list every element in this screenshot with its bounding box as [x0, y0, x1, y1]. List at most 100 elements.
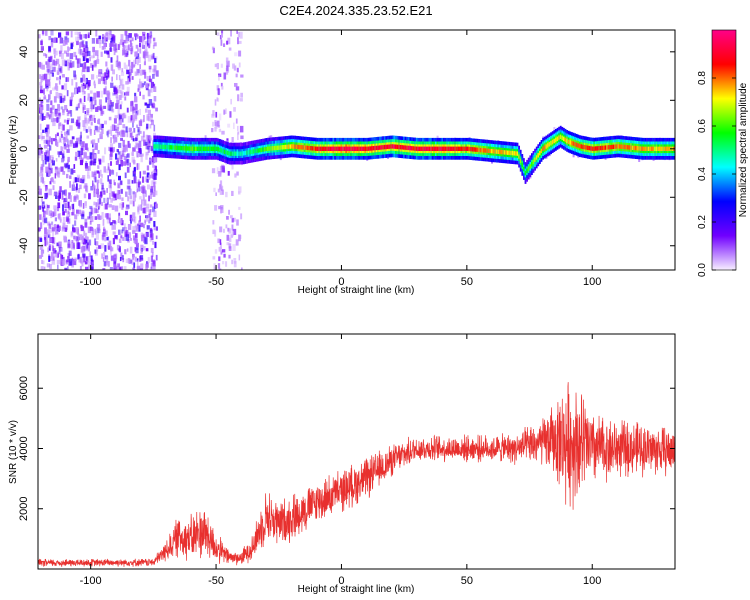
- spectrogram-cell: [115, 60, 119, 67]
- spectrogram-cell: [559, 134, 562, 139]
- spectrogram-cell: [267, 146, 269, 151]
- spectrogram-cell: [76, 177, 80, 183]
- spectrogram-cell: [113, 264, 117, 270]
- spectrogram-cell: [420, 146, 423, 151]
- spectrogram-cell: [98, 215, 102, 220]
- spectrogram-cell: [138, 147, 142, 153]
- spectrogram-cell: [117, 66, 121, 71]
- spectrogram-cell: [63, 50, 67, 54]
- spectrogram-cell: [74, 76, 77, 80]
- spectrogram-cell: [219, 189, 223, 195]
- spectrogram-cell: [39, 172, 42, 177]
- spectrogram-cell: [451, 146, 453, 151]
- spectrogram-cell: [114, 125, 117, 131]
- spectrogram-cell: [56, 259, 61, 265]
- spectrogram-cell: [46, 204, 50, 209]
- spectrogram-cell: [63, 59, 66, 65]
- spectrogram-cell: [218, 205, 221, 210]
- spectrogram-cell: [78, 137, 82, 145]
- spectrogram-cell: [115, 103, 119, 109]
- spectrogram-cell: [655, 146, 658, 151]
- spectrogram-cell: [108, 92, 111, 100]
- spectrogram-cell: [315, 146, 317, 151]
- spectrogram-cell: [126, 185, 131, 190]
- spectrogram-cell: [64, 36, 68, 43]
- spectrogram-cell: [125, 38, 129, 44]
- spectrogram-cell: [86, 155, 90, 160]
- spectrogram-cell: [117, 123, 120, 130]
- spectrogram-cell: [98, 39, 102, 45]
- spectrogram-cell: [71, 263, 74, 268]
- spectrogram-cell: [76, 63, 80, 68]
- spectrogram-cell: [351, 146, 354, 151]
- spectrogram-cell: [214, 249, 218, 254]
- spectrogram-cell: [120, 71, 125, 76]
- spectrogram-cell: [321, 146, 324, 151]
- spectrogram-cell: [85, 185, 89, 193]
- spectrogram-cell: [140, 263, 144, 269]
- spectrogram-cell: [93, 80, 96, 84]
- spectrogram-cell: [238, 151, 240, 156]
- spectrogram-cell: [113, 138, 116, 144]
- spectrogram-cell: [223, 72, 227, 80]
- spectrogram-cell: [100, 191, 103, 197]
- spectrogram-cell: [55, 195, 58, 199]
- spectrogram-cell: [100, 104, 102, 111]
- spectrogram-cell: [74, 214, 78, 220]
- spectrogram-cell: [109, 267, 113, 270]
- spectrogram-cell: [518, 154, 520, 159]
- spectrogram-cell: [52, 138, 56, 142]
- spectrogram-cell: [99, 131, 103, 137]
- spectrogram-cell: [148, 37, 152, 44]
- spectrogram-cell: [52, 252, 56, 258]
- spectrogram-cell: [148, 33, 152, 37]
- spectrogram-cell: [75, 55, 78, 60]
- spectrogram-cell: [236, 219, 239, 226]
- spectrogram-cell: [127, 185, 131, 189]
- spectrogram-cell: [395, 144, 397, 149]
- spectrogram-cell: [70, 118, 75, 124]
- spectrogram-cell: [53, 248, 56, 254]
- spectrogram-cell: [49, 238, 53, 243]
- colorbar-label: Normalized spectral amplitude: [738, 82, 749, 217]
- spectrogram-cell: [120, 130, 124, 137]
- spectrogram-cell: [38, 115, 41, 120]
- spectrogram-cell: [235, 239, 239, 246]
- spectrogram-cell: [377, 145, 380, 150]
- spectrogram-cell: [77, 103, 80, 109]
- spectrogram-cell: [55, 50, 58, 56]
- spectrogram-cell: [75, 36, 78, 42]
- spectrogram-cell: [84, 218, 88, 226]
- spectrogram-cell: [41, 173, 44, 180]
- spectrogram-cell: [40, 107, 43, 114]
- spectrogram-cell: [124, 96, 127, 101]
- spectrogram-cell: [222, 249, 226, 253]
- spectrogram-cell: [64, 105, 68, 111]
- spectrogram-cell: [139, 196, 142, 200]
- spectrogram-cell: [569, 140, 572, 145]
- spectrogram-cell: [129, 214, 132, 221]
- spectrogram-cell: [123, 45, 127, 49]
- spectrogram-cell: [383, 144, 386, 150]
- spectrogram-cell: [149, 193, 152, 200]
- spectrogram-cell: [145, 232, 148, 238]
- spectrogram-cell: [435, 146, 437, 151]
- spectrogram-cell: [46, 62, 50, 68]
- spectrogram-cell: [41, 259, 43, 264]
- spectrogram-cell: [129, 195, 133, 200]
- spectrogram-cell: [92, 46, 95, 53]
- spectrogram-cell: [286, 144, 288, 150]
- spectrogram-cell: [138, 120, 143, 127]
- spectrogram-cell: [143, 61, 146, 66]
- spectrogram-cell: [136, 151, 138, 156]
- spectrogram-cell: [117, 62, 121, 69]
- spectrogram-cell: [127, 224, 132, 230]
- spectrogram-cell: [40, 250, 44, 257]
- spectrogram-cell: [324, 146, 327, 151]
- spectrogram-cell: [83, 152, 87, 159]
- spectrogram-cell: [226, 65, 229, 71]
- spectrogram-cell: [138, 186, 141, 192]
- spectrogram-cell: [227, 227, 230, 232]
- spectrogram-cell: [217, 147, 220, 152]
- spectrogram-cell: [126, 86, 130, 93]
